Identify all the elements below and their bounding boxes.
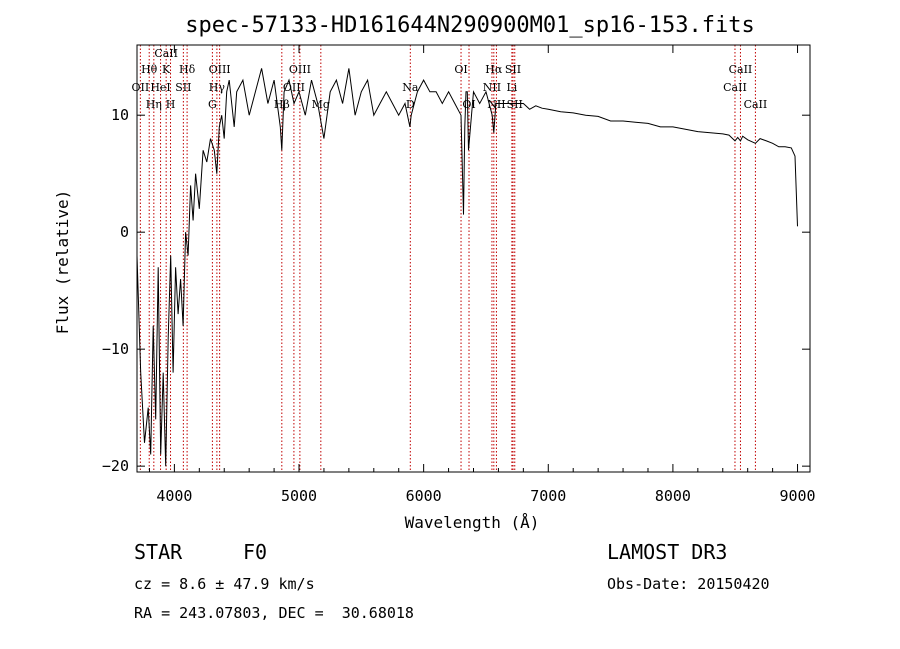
- line-marker-label: OI: [462, 98, 475, 111]
- line-marker-label: NII: [483, 81, 501, 94]
- line-marker-label: G: [208, 98, 217, 111]
- x-tick-label: 7000: [530, 487, 566, 505]
- line-marker-label: Mg: [312, 98, 330, 111]
- x-tick-label: 8000: [655, 487, 691, 505]
- x-tick-label: 4000: [156, 487, 192, 505]
- line-marker-label: OIII: [283, 81, 305, 94]
- y-tick-label: 0: [120, 223, 129, 241]
- line-marker-label: Hγ: [209, 81, 226, 94]
- line-marker-label: CaII: [729, 63, 753, 76]
- x-tick-label: 6000: [406, 487, 442, 505]
- x-tick-label: 9000: [779, 487, 815, 505]
- spectral-subclass: F0: [243, 540, 268, 564]
- line-marker-label: H: [166, 98, 176, 111]
- y-tick-label: 10: [111, 106, 129, 124]
- line-marker-label: OI: [454, 63, 467, 76]
- y-tick-label: −20: [102, 457, 129, 475]
- line-marker-label: OII: [132, 81, 150, 94]
- line-marker-label: CaII: [723, 81, 747, 94]
- x-axis-label: Wavelength (Å): [405, 513, 540, 532]
- line-marker-label: OIII: [209, 63, 231, 76]
- line-marker-label: NII: [487, 98, 505, 111]
- survey-name: LAMOST DR3: [607, 540, 728, 564]
- chart-title: spec-57133-HD161644N290900M01_sp16-153.f…: [185, 13, 755, 38]
- line-marker-label: SII: [175, 81, 191, 94]
- x-tick-label: 5000: [281, 487, 317, 505]
- y-axis-ticks: −20 −10 0 10: [102, 106, 810, 475]
- line-marker-label: HeI: [150, 81, 170, 94]
- line-marker-label: SII: [507, 98, 523, 111]
- y-axis-label: Flux (relative): [53, 190, 72, 335]
- x-axis-ticks: 4000 5000 6000 7000 8000 9000: [148, 45, 816, 505]
- flux-series-line: [136, 68, 798, 467]
- object-class: STAR: [134, 540, 183, 564]
- line-marker-label: Hα: [485, 63, 503, 76]
- obs-date: Obs-Date: 20150420: [607, 575, 770, 593]
- redshift-readout: cz = 8.6 ± 47.9 km/s: [134, 575, 315, 593]
- line-marker-label: CaII: [744, 98, 768, 111]
- line-marker-label: D: [406, 98, 415, 111]
- y-tick-label: −10: [102, 340, 129, 358]
- line-marker-label: SII: [505, 63, 521, 76]
- coordinates: RA = 243.07803, DEC = 30.68018: [134, 604, 414, 622]
- line-marker-label: Hδ: [179, 63, 196, 76]
- line-marker-label: Na: [402, 81, 419, 94]
- line-marker-label: K: [162, 63, 171, 76]
- line-marker-label: Li: [506, 81, 517, 94]
- line-marker-label: Hθ: [141, 63, 158, 76]
- line-marker-label: OIII: [289, 63, 311, 76]
- line-marker-label: CaII: [154, 47, 178, 60]
- line-marker-label: Hη: [146, 98, 162, 111]
